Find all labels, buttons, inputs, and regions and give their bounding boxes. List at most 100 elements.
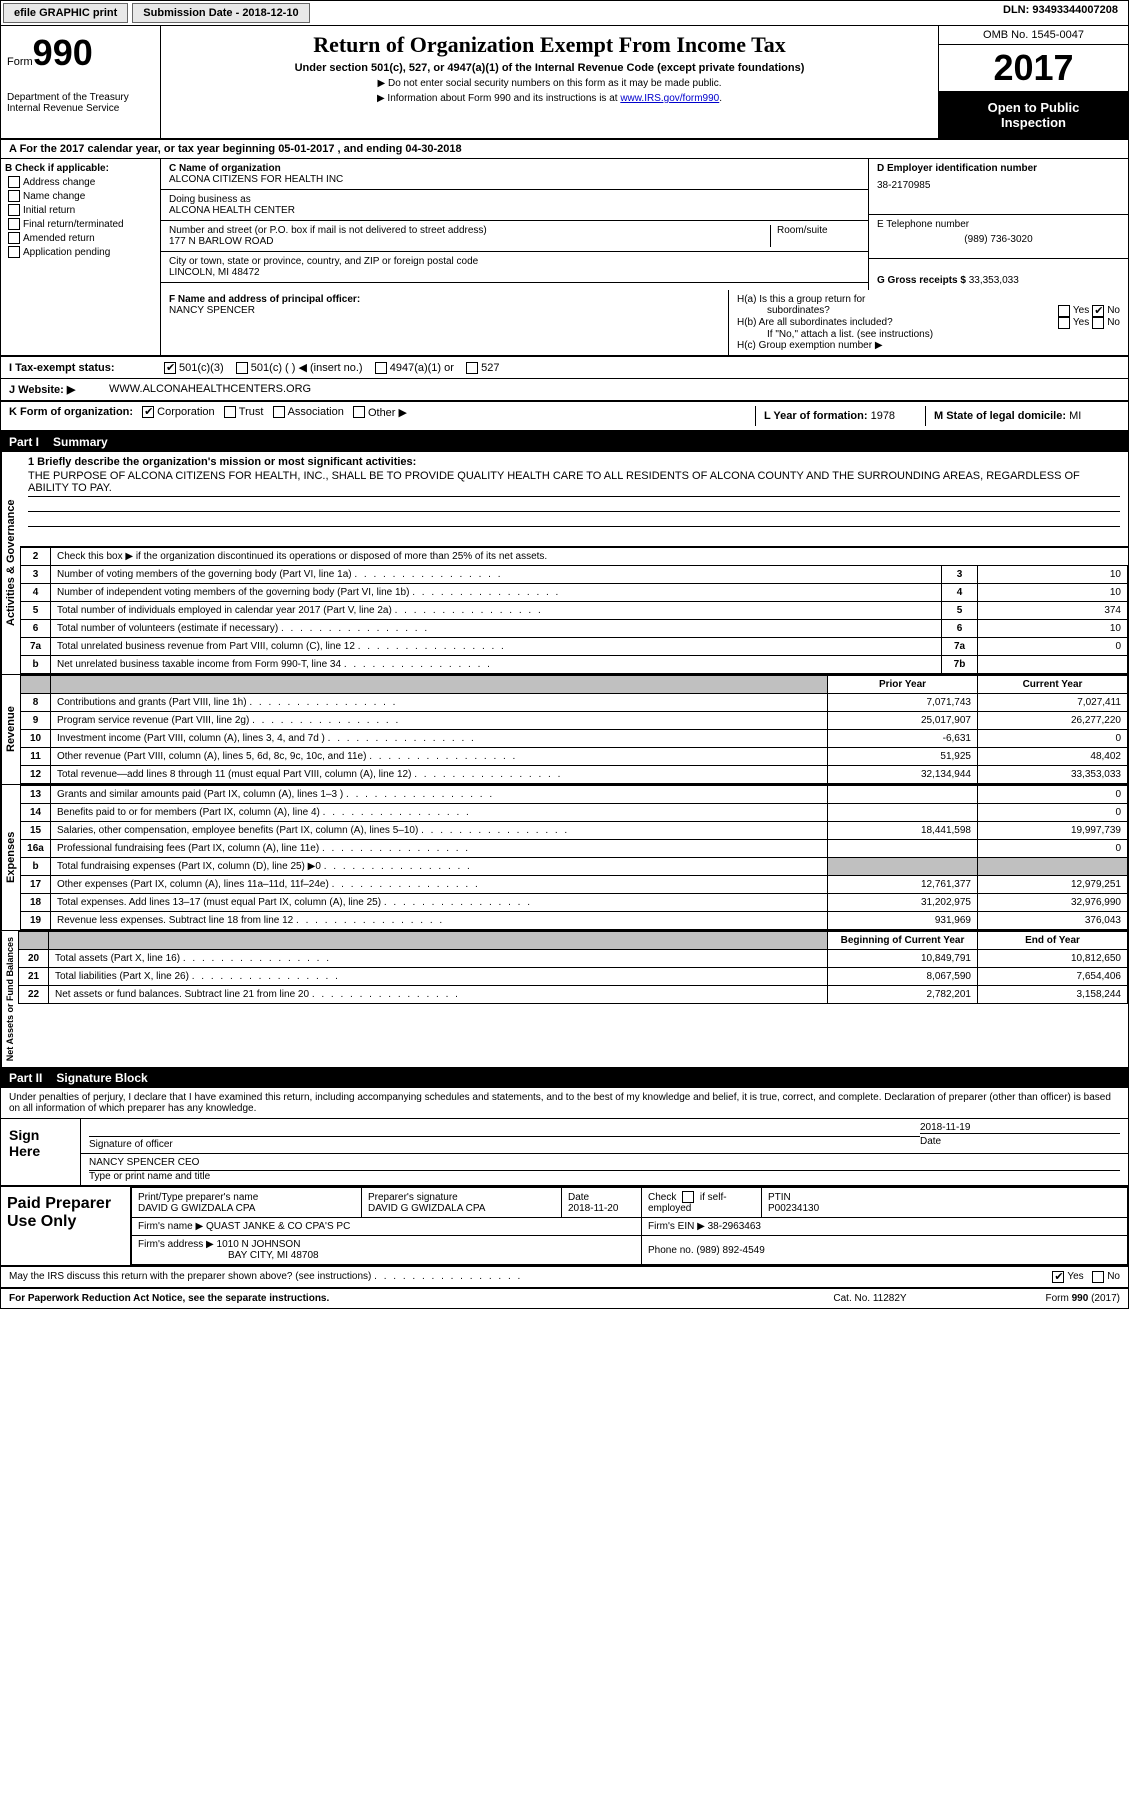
ha-no[interactable] — [1092, 305, 1104, 317]
form-header: Form990 Department of the Treasury Inter… — [1, 26, 1128, 140]
address-label: Number and street (or P.O. box if mail i… — [169, 225, 770, 236]
city-label: City or town, state or province, country… — [169, 256, 860, 267]
form-subtitle: Under section 501(c), 527, or 4947(a)(1)… — [171, 62, 928, 74]
firm-phone-label: Phone no. — [648, 1245, 694, 1256]
form-label: Form — [7, 56, 33, 68]
open-public-badge: Open to PublicInspection — [939, 92, 1128, 138]
form-number: 990 — [33, 32, 93, 73]
signature-intro: Under penalties of perjury, I declare th… — [1, 1088, 1128, 1119]
discuss-no[interactable] — [1092, 1271, 1104, 1283]
year-formation-label: L Year of formation: — [764, 410, 868, 422]
prep-sig-label: Preparer's signature — [368, 1192, 555, 1203]
firm-ein: 38-2963463 — [708, 1221, 761, 1232]
telephone: (989) 736-3020 — [877, 234, 1120, 245]
check-trust[interactable] — [224, 406, 236, 418]
topbar: efile GRAPHIC print Submission Date - 20… — [1, 1, 1128, 26]
hb-note: If "No," attach a list. (see instruction… — [737, 329, 1120, 340]
check-final-return[interactable] — [8, 218, 20, 230]
sig-date-val: 2018-11-19 — [920, 1122, 1120, 1133]
check-self-employed[interactable] — [682, 1191, 694, 1203]
state-domicile: MI — [1069, 410, 1081, 422]
tax-status-label: I Tax-exempt status: — [9, 362, 161, 374]
gross-receipts: 33,353,033 — [969, 275, 1019, 286]
tax-year: 2017 — [939, 45, 1128, 92]
firm-city: BAY CITY, MI 48708 — [138, 1250, 319, 1261]
vert-activities-governance: Activities & Governance — [1, 452, 20, 674]
col-b-title: B Check if applicable: — [5, 163, 156, 174]
form-note-ssn: ▶ Do not enter social security numbers o… — [171, 78, 928, 89]
vert-net-assets: Net Assets or Fund Balances — [1, 931, 18, 1067]
hc-label: H(c) Group exemption number ▶ — [737, 340, 1120, 351]
ha-label: H(a) Is this a group return for — [737, 294, 1120, 305]
part1-header: Part ISummary — [1, 432, 1128, 452]
state-domicile-label: M State of legal domicile: — [934, 410, 1066, 422]
firm-addr: 1010 N JOHNSON — [217, 1239, 301, 1250]
discuss-yes[interactable] — [1052, 1271, 1064, 1283]
check-501c3[interactable] — [164, 362, 176, 374]
dept-irs: Internal Revenue Service — [7, 103, 154, 114]
form-org-label: K Form of organization: — [9, 406, 133, 426]
vert-expenses: Expenses — [1, 785, 20, 930]
ein-label: D Employer identification number — [877, 163, 1120, 174]
firm-phone: (989) 892-4549 — [696, 1245, 764, 1256]
org-name: ALCONA CITIZENS FOR HEALTH INC — [169, 174, 860, 185]
prep-name-label: Print/Type preparer's name — [138, 1192, 355, 1203]
firm-name-label: Firm's name ▶ — [138, 1221, 203, 1232]
hb-yes[interactable] — [1058, 317, 1070, 329]
paperwork-notice: For Paperwork Reduction Act Notice, see … — [9, 1293, 770, 1304]
firm-addr-label: Firm's address ▶ — [138, 1239, 214, 1250]
ptin-label: PTIN — [768, 1192, 1121, 1203]
check-name-change[interactable] — [8, 190, 20, 202]
mission-label: 1 Briefly describe the organization's mi… — [28, 456, 1120, 468]
ha-yes[interactable] — [1058, 305, 1070, 317]
check-amended[interactable] — [8, 232, 20, 244]
dba-name: ALCONA HEALTH CENTER — [169, 205, 860, 216]
check-corporation[interactable] — [142, 406, 154, 418]
dba-label: Doing business as — [169, 194, 860, 205]
prep-date-label: Date — [568, 1192, 635, 1203]
hb-label: H(b) Are all subordinates included? — [737, 317, 1055, 329]
officer-name: NANCY SPENCER — [169, 305, 720, 316]
omb-number: OMB No. 1545-0047 — [939, 26, 1128, 45]
prep-check-label: Check if self-employed — [648, 1192, 727, 1214]
check-4947[interactable] — [375, 362, 387, 374]
discuss-question: May the IRS discuss this return with the… — [9, 1271, 1049, 1283]
firm-name: QUAST JANKE & CO CPA'S PC — [206, 1221, 350, 1232]
check-application-pending[interactable] — [8, 246, 20, 258]
form-note-info: ▶ Information about Form 990 and its ins… — [171, 93, 928, 104]
dept-treasury: Department of the Treasury — [7, 92, 154, 103]
check-527[interactable] — [466, 362, 478, 374]
efile-button[interactable]: efile GRAPHIC print — [3, 3, 128, 23]
mission-text: THE PURPOSE OF ALCONA CITIZENS FOR HEALT… — [28, 468, 1120, 497]
prep-name: DAVID G GWIZDALA CPA — [138, 1203, 355, 1214]
room-label: Room/suite — [777, 225, 860, 236]
check-501c[interactable] — [236, 362, 248, 374]
preparer-table: Print/Type preparer's nameDAVID G GWIZDA… — [131, 1187, 1128, 1265]
net-assets-table: Beginning of Current YearEnd of Year 20T… — [18, 931, 1128, 1004]
address: 177 N BARLOW ROAD — [169, 236, 770, 247]
check-other[interactable] — [353, 406, 365, 418]
sig-officer-label: Signature of officer — [89, 1139, 173, 1150]
irs-link[interactable]: www.IRS.gov/form990 — [620, 93, 719, 104]
officer-name-title: NANCY SPENCER CEO — [89, 1157, 1120, 1171]
ha-sub: subordinates? — [737, 305, 1055, 317]
sig-date-label: Date — [920, 1133, 1120, 1147]
officer-label: F Name and address of principal officer: — [169, 294, 720, 305]
check-initial-return[interactable] — [8, 204, 20, 216]
hb-no[interactable] — [1092, 317, 1104, 329]
website-label: J Website: ▶ — [9, 383, 109, 396]
section-a-period: A For the 2017 calendar year, or tax yea… — [1, 140, 1128, 159]
check-association[interactable] — [273, 406, 285, 418]
form-footer: Form 990 (2017) — [970, 1293, 1120, 1304]
submission-date: Submission Date - 2018-12-10 — [132, 3, 309, 23]
activities-table: 2Check this box ▶ if the organization di… — [20, 547, 1128, 674]
dln: DLN: 93493344007208 — [993, 1, 1128, 25]
prep-sig: DAVID G GWIZDALA CPA — [368, 1203, 555, 1214]
part2-header: Part IISignature Block — [1, 1068, 1128, 1088]
tel-label: E Telephone number — [877, 219, 1120, 230]
revenue-table: Prior YearCurrent Year 8Contributions an… — [20, 675, 1128, 784]
check-address-change[interactable] — [8, 176, 20, 188]
year-formation: 1978 — [871, 410, 895, 422]
prep-date: 2018-11-20 — [568, 1203, 635, 1214]
column-b-checkboxes: B Check if applicable: Address change Na… — [1, 159, 161, 290]
